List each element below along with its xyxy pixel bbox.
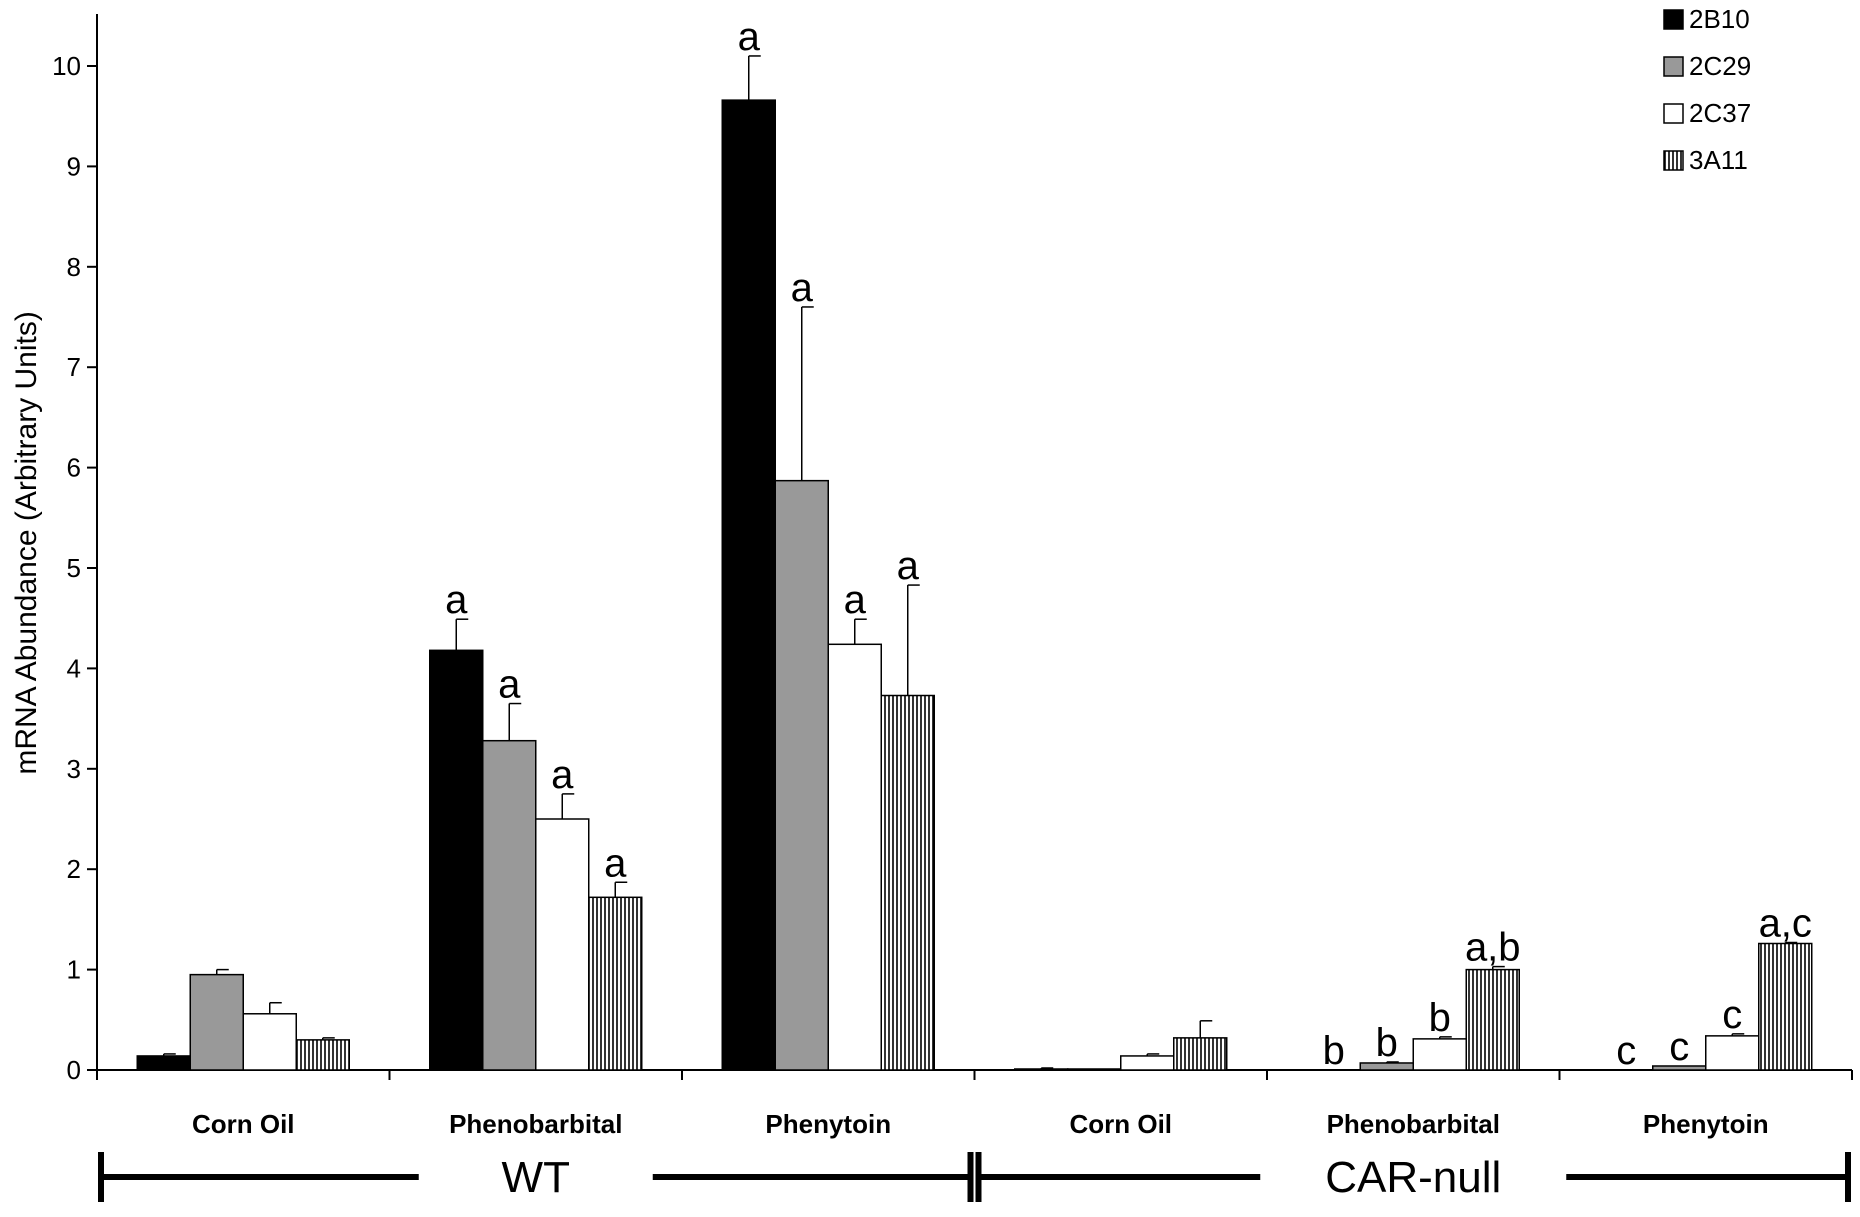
bar-2C37 — [1412, 1038, 1467, 1071]
bar-2C37 — [1705, 1035, 1760, 1071]
y-tick-label: 0 — [67, 1055, 81, 1085]
legend-label: 3A11 — [1689, 145, 1748, 175]
significance-label: a — [445, 578, 468, 622]
significance-label: c — [1669, 1025, 1689, 1069]
group-label: WT — [502, 1153, 570, 1202]
y-tick-label: 4 — [67, 653, 81, 683]
bar-3A11 — [880, 694, 935, 1071]
significance-label: c — [1722, 993, 1742, 1037]
significance-label: a — [604, 841, 627, 885]
bar-2B10 — [136, 1055, 191, 1071]
bar-2C37 — [535, 818, 590, 1071]
legend-swatch — [1663, 9, 1684, 30]
significance-label: a — [844, 578, 867, 622]
y-tick-label: 8 — [67, 252, 81, 282]
legend: 2B10 2C29 2C37 3A11 — [1663, 4, 1751, 175]
significance-label: b — [1376, 1021, 1398, 1065]
bar-2B10 — [429, 649, 484, 1071]
significance-label: a — [498, 663, 521, 707]
bar-3A11 — [1465, 968, 1520, 1071]
significance-label: b — [1323, 1029, 1345, 1073]
y-axis-label: mRNA Abundance (Arbitrary Units) — [10, 311, 43, 775]
bars — [136, 55, 1813, 1071]
legend-label: 2B10 — [1689, 4, 1750, 34]
y-tick-label: 6 — [67, 453, 81, 483]
category-label: Phenobarbital — [1327, 1109, 1500, 1139]
bar-2B10 — [1014, 1068, 1069, 1071]
y-tick-label: 2 — [67, 854, 81, 884]
bar-3A11 — [1758, 942, 1813, 1071]
bar-3A11 — [1173, 1037, 1228, 1071]
category-label: Corn Oil — [1069, 1109, 1172, 1139]
significance-label: b — [1429, 996, 1451, 1040]
significance-label: a — [791, 266, 814, 310]
significance-label: a,c — [1759, 901, 1812, 945]
category-label: Corn Oil — [192, 1109, 295, 1139]
bar-2B10 — [721, 99, 776, 1071]
significance-label: a — [551, 753, 574, 797]
significance-label: a,b — [1465, 926, 1521, 970]
legend-swatch — [1663, 150, 1684, 171]
legend-label: 2C29 — [1689, 51, 1751, 81]
group-label: CAR-null — [1325, 1153, 1501, 1202]
bar-2C37 — [827, 643, 882, 1071]
bar-2C29 — [1067, 1068, 1122, 1071]
significance-label: a — [738, 15, 761, 59]
y-tick-label: 7 — [67, 352, 81, 382]
y-tick-label: 3 — [67, 754, 81, 784]
bar-2C29 — [774, 479, 829, 1071]
bar-3A11 — [588, 896, 643, 1071]
significance-label: c — [1616, 1029, 1636, 1073]
category-label: Phenytoin — [765, 1109, 891, 1139]
y-tick-label: 5 — [67, 553, 81, 583]
bar-2C29 — [189, 973, 244, 1071]
labels: mRNA Abundance (Arbitrary Units) Corn Oil… — [10, 15, 1812, 1202]
significance-label: a — [897, 544, 920, 588]
legend-label: 2C37 — [1689, 98, 1751, 128]
y-tick-label: 9 — [67, 151, 81, 181]
legend-swatch — [1663, 56, 1684, 77]
legend-swatch — [1663, 103, 1684, 124]
bar-2C29 — [482, 739, 537, 1071]
category-label: Phenytoin — [1643, 1109, 1769, 1139]
category-label: Phenobarbital — [449, 1109, 622, 1139]
bar-2C37 — [1120, 1055, 1175, 1071]
bar-2C37 — [242, 1013, 297, 1071]
y-tick-label: 10 — [52, 51, 81, 81]
bar-3A11 — [295, 1039, 350, 1071]
y-tick-label: 1 — [67, 955, 81, 985]
axes: 0 1 2 3 4 5 6 7 8 9 10 — [52, 14, 1853, 1202]
